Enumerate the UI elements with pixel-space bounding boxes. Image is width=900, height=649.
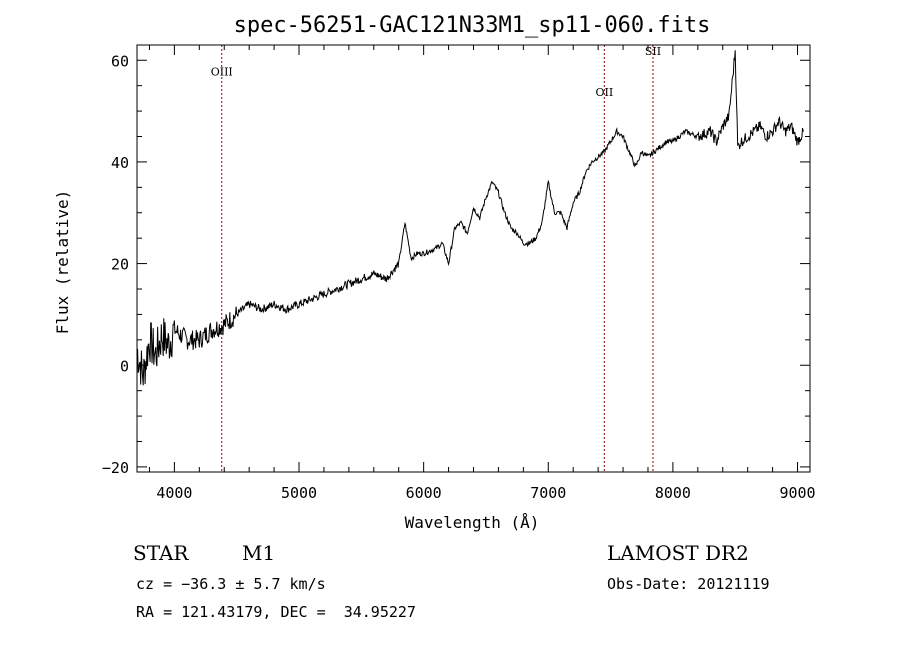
x-tick-label: 7000 xyxy=(530,484,566,502)
y-axis-label: Flux (relative) xyxy=(53,190,72,335)
emission-line-label: SII xyxy=(645,45,661,58)
y-tick-label: 40 xyxy=(111,154,129,172)
y-tick-label: −20 xyxy=(102,459,129,477)
chart-title: spec-56251-GAC121N33M1_sp11-060.fits xyxy=(234,13,711,38)
spectrum-line xyxy=(136,50,805,386)
x-tick-label: 9000 xyxy=(779,484,815,502)
x-axis-label: Wavelength (Å) xyxy=(405,513,540,532)
obs-date-text: Obs-Date: 20121119 xyxy=(607,575,770,593)
coords-text: RA = 121.43179, DEC = 34.95227 xyxy=(136,603,416,621)
emission-line-label: OII xyxy=(596,86,614,99)
x-tick-label: 5000 xyxy=(281,484,317,502)
x-axis: 4000 5000 6000 7000 8000 9000 xyxy=(148,45,816,502)
emission-lines: OIII OII SII xyxy=(211,45,661,472)
y-axis: −20 0 20 40 60 xyxy=(102,52,810,477)
y-tick-label: 0 xyxy=(120,357,129,375)
y-tick-label: 60 xyxy=(111,52,129,70)
emission-line-label: OIII xyxy=(211,66,233,79)
object-subclass: M1 xyxy=(242,541,276,565)
x-tick-label: 6000 xyxy=(406,484,442,502)
spectrum-series xyxy=(136,50,805,386)
plot-frame xyxy=(136,44,811,473)
x-tick-label: 4000 xyxy=(156,484,192,502)
y-tick-label: 20 xyxy=(111,256,129,274)
x-tick-label: 8000 xyxy=(655,484,691,502)
survey-name: LAMOST DR2 xyxy=(607,541,749,565)
redshift-text: cz = −36.3 ± 5.7 km/s xyxy=(136,575,326,593)
object-class: STAR xyxy=(133,541,189,565)
